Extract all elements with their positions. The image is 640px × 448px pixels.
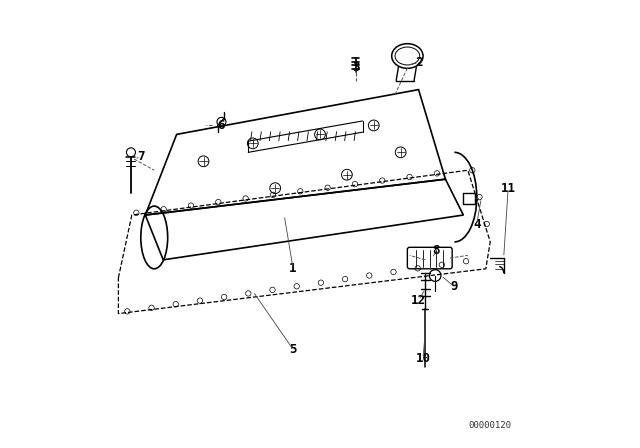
Text: 11: 11 (500, 181, 516, 195)
Text: 00000120: 00000120 (468, 421, 512, 430)
Text: 8: 8 (433, 244, 440, 258)
Text: 12: 12 (411, 293, 426, 307)
Text: 1: 1 (289, 262, 297, 276)
Text: 7: 7 (137, 150, 145, 164)
Text: 9: 9 (451, 280, 458, 293)
Text: 5: 5 (289, 343, 297, 356)
Text: 6: 6 (218, 119, 225, 132)
Text: 3: 3 (352, 60, 360, 74)
Text: 10: 10 (415, 352, 431, 365)
Text: 2: 2 (415, 56, 422, 69)
Text: 4: 4 (473, 217, 481, 231)
